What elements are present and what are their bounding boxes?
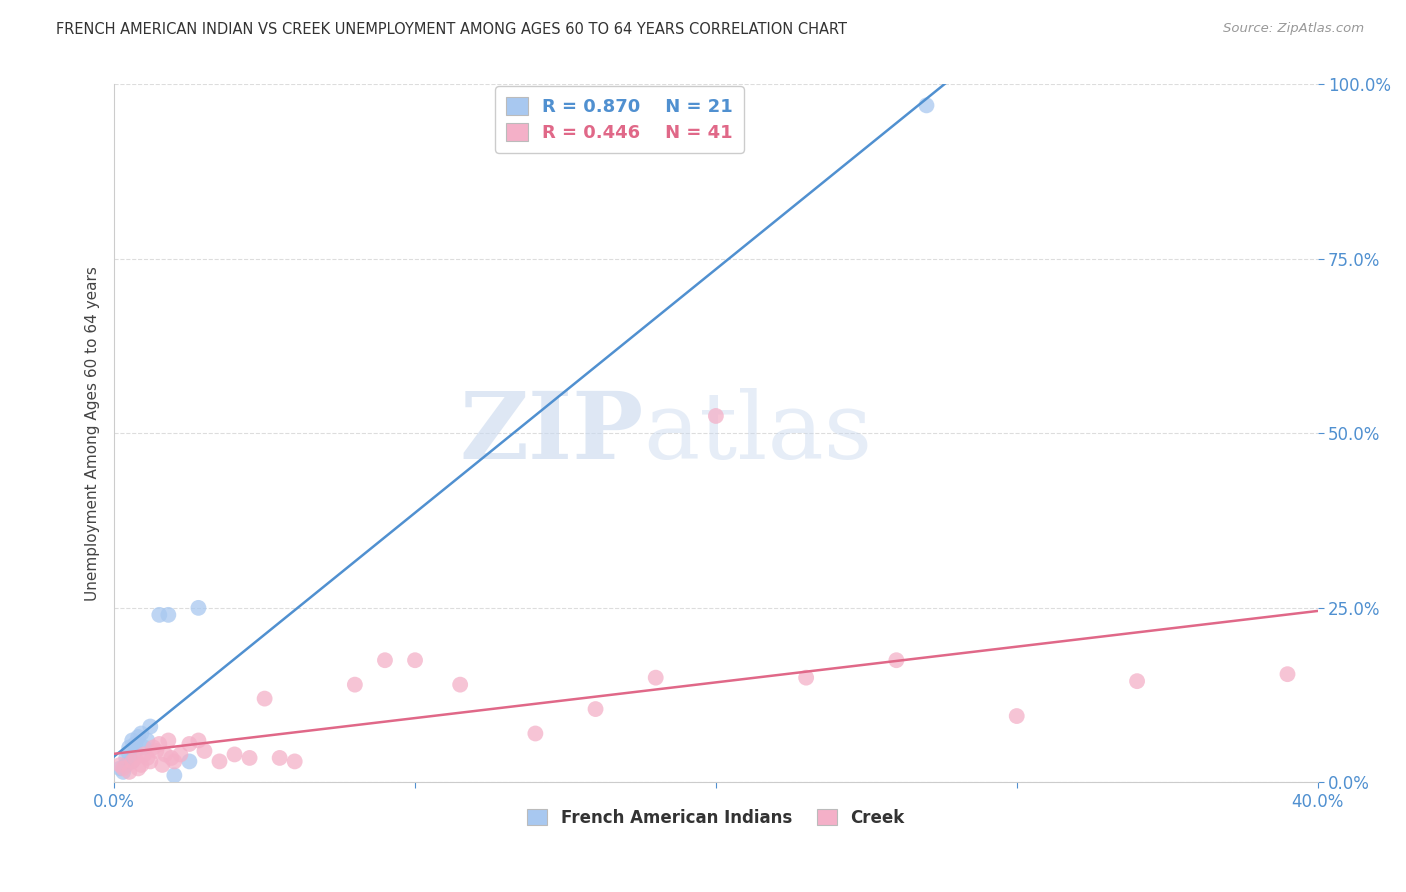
Point xyxy=(124,751,146,765)
Point xyxy=(163,768,186,782)
Point xyxy=(374,653,396,667)
Point xyxy=(121,755,143,769)
Point xyxy=(108,761,131,775)
Point xyxy=(524,726,547,740)
Point xyxy=(121,755,143,769)
Point xyxy=(193,744,215,758)
Point xyxy=(157,733,180,747)
Point xyxy=(157,607,180,622)
Point xyxy=(136,751,159,765)
Point xyxy=(224,747,246,762)
Point xyxy=(239,751,262,765)
Point xyxy=(208,755,231,769)
Point xyxy=(179,755,201,769)
Point xyxy=(449,678,471,692)
Point xyxy=(585,702,607,716)
Point xyxy=(124,744,146,758)
Point xyxy=(160,751,183,765)
Point xyxy=(1005,709,1028,723)
Point xyxy=(886,653,908,667)
Point xyxy=(150,758,173,772)
Point xyxy=(136,733,159,747)
Point xyxy=(129,726,152,740)
Point xyxy=(118,764,141,779)
Text: FRENCH AMERICAN INDIAN VS CREEK UNEMPLOYMENT AMONG AGES 60 TO 64 YEARS CORRELATI: FRENCH AMERICAN INDIAN VS CREEK UNEMPLOY… xyxy=(56,22,848,37)
Point xyxy=(644,671,666,685)
Point xyxy=(127,730,149,744)
Point xyxy=(1126,674,1149,689)
Point xyxy=(187,600,209,615)
Point xyxy=(404,653,426,667)
Y-axis label: Unemployment Among Ages 60 to 64 years: Unemployment Among Ages 60 to 64 years xyxy=(86,266,100,601)
Point xyxy=(269,751,291,765)
Point xyxy=(704,409,727,423)
Text: ZIP: ZIP xyxy=(460,388,644,478)
Point xyxy=(121,733,143,747)
Point xyxy=(145,744,167,758)
Point xyxy=(134,747,156,762)
Point xyxy=(112,764,135,779)
Text: Source: ZipAtlas.com: Source: ZipAtlas.com xyxy=(1223,22,1364,36)
Point xyxy=(915,98,938,112)
Point xyxy=(108,758,131,772)
Point xyxy=(794,671,817,685)
Point xyxy=(148,737,170,751)
Point xyxy=(1277,667,1299,681)
Point xyxy=(179,737,201,751)
Point xyxy=(118,747,141,762)
Point xyxy=(127,761,149,775)
Point xyxy=(253,691,276,706)
Point xyxy=(139,719,162,733)
Legend: French American Indians, Creek: French American Indians, Creek xyxy=(520,802,911,833)
Point xyxy=(124,737,146,751)
Point xyxy=(187,733,209,747)
Text: atlas: atlas xyxy=(644,388,873,478)
Point xyxy=(169,747,191,762)
Point xyxy=(142,740,165,755)
Point xyxy=(148,607,170,622)
Point xyxy=(115,758,138,772)
Point xyxy=(155,747,177,762)
Point xyxy=(343,678,366,692)
Point xyxy=(115,751,138,765)
Point xyxy=(134,740,156,755)
Point xyxy=(284,755,307,769)
Point xyxy=(139,755,162,769)
Point xyxy=(163,755,186,769)
Point xyxy=(118,740,141,755)
Point xyxy=(129,758,152,772)
Point xyxy=(112,761,135,775)
